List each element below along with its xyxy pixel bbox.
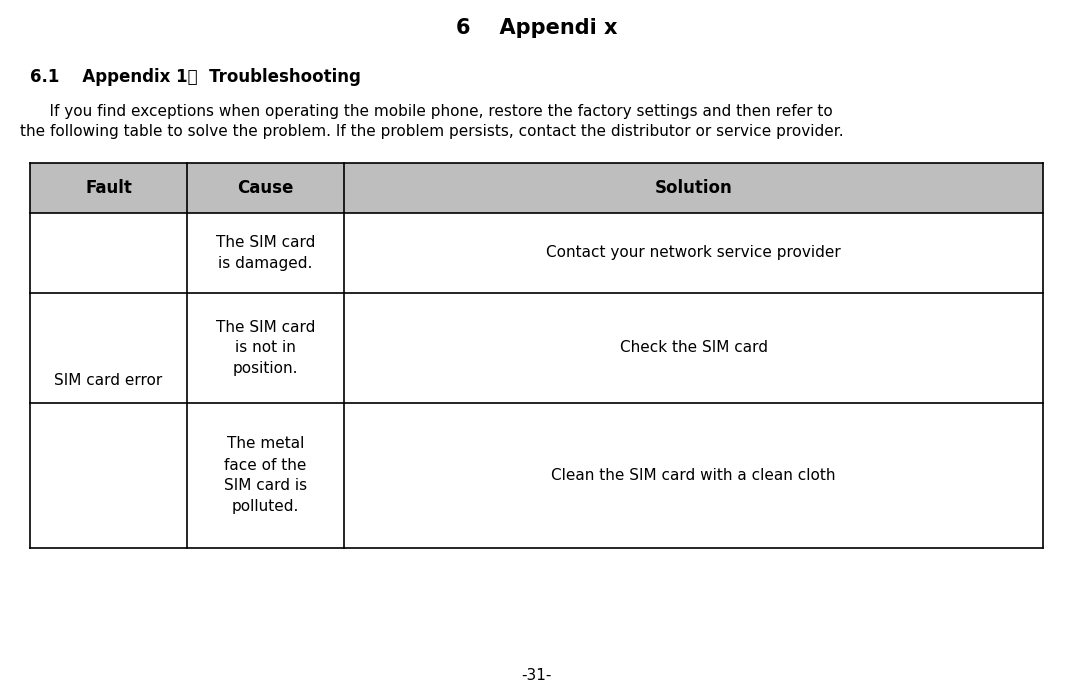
Text: Fault: Fault <box>85 179 132 197</box>
Text: the following table to solve the problem. If the problem persists, contact the d: the following table to solve the problem… <box>20 124 843 139</box>
Text: Check the SIM card: Check the SIM card <box>619 341 767 355</box>
Text: If you find exceptions when operating the mobile phone, restore the factory sett: If you find exceptions when operating th… <box>30 104 833 119</box>
Text: Clean the SIM card with a clean cloth: Clean the SIM card with a clean cloth <box>552 468 836 483</box>
Text: 6    Appendi x: 6 Appendi x <box>456 18 617 38</box>
Text: Cause: Cause <box>237 179 294 197</box>
Text: The metal
face of the
SIM card is
polluted.: The metal face of the SIM card is pollut… <box>224 436 307 514</box>
Text: SIM card error: SIM card error <box>55 373 163 388</box>
Text: -31-: -31- <box>521 668 552 683</box>
Bar <box>30 163 1043 213</box>
Text: The SIM card
is damaged.: The SIM card is damaged. <box>216 235 315 271</box>
Text: Contact your network service provider: Contact your network service provider <box>546 246 841 260</box>
Text: The SIM card
is not in
position.: The SIM card is not in position. <box>216 320 315 376</box>
Text: Solution: Solution <box>655 179 733 197</box>
Text: 6.1    Appendix 1：  Troubleshooting: 6.1 Appendix 1： Troubleshooting <box>30 68 361 86</box>
